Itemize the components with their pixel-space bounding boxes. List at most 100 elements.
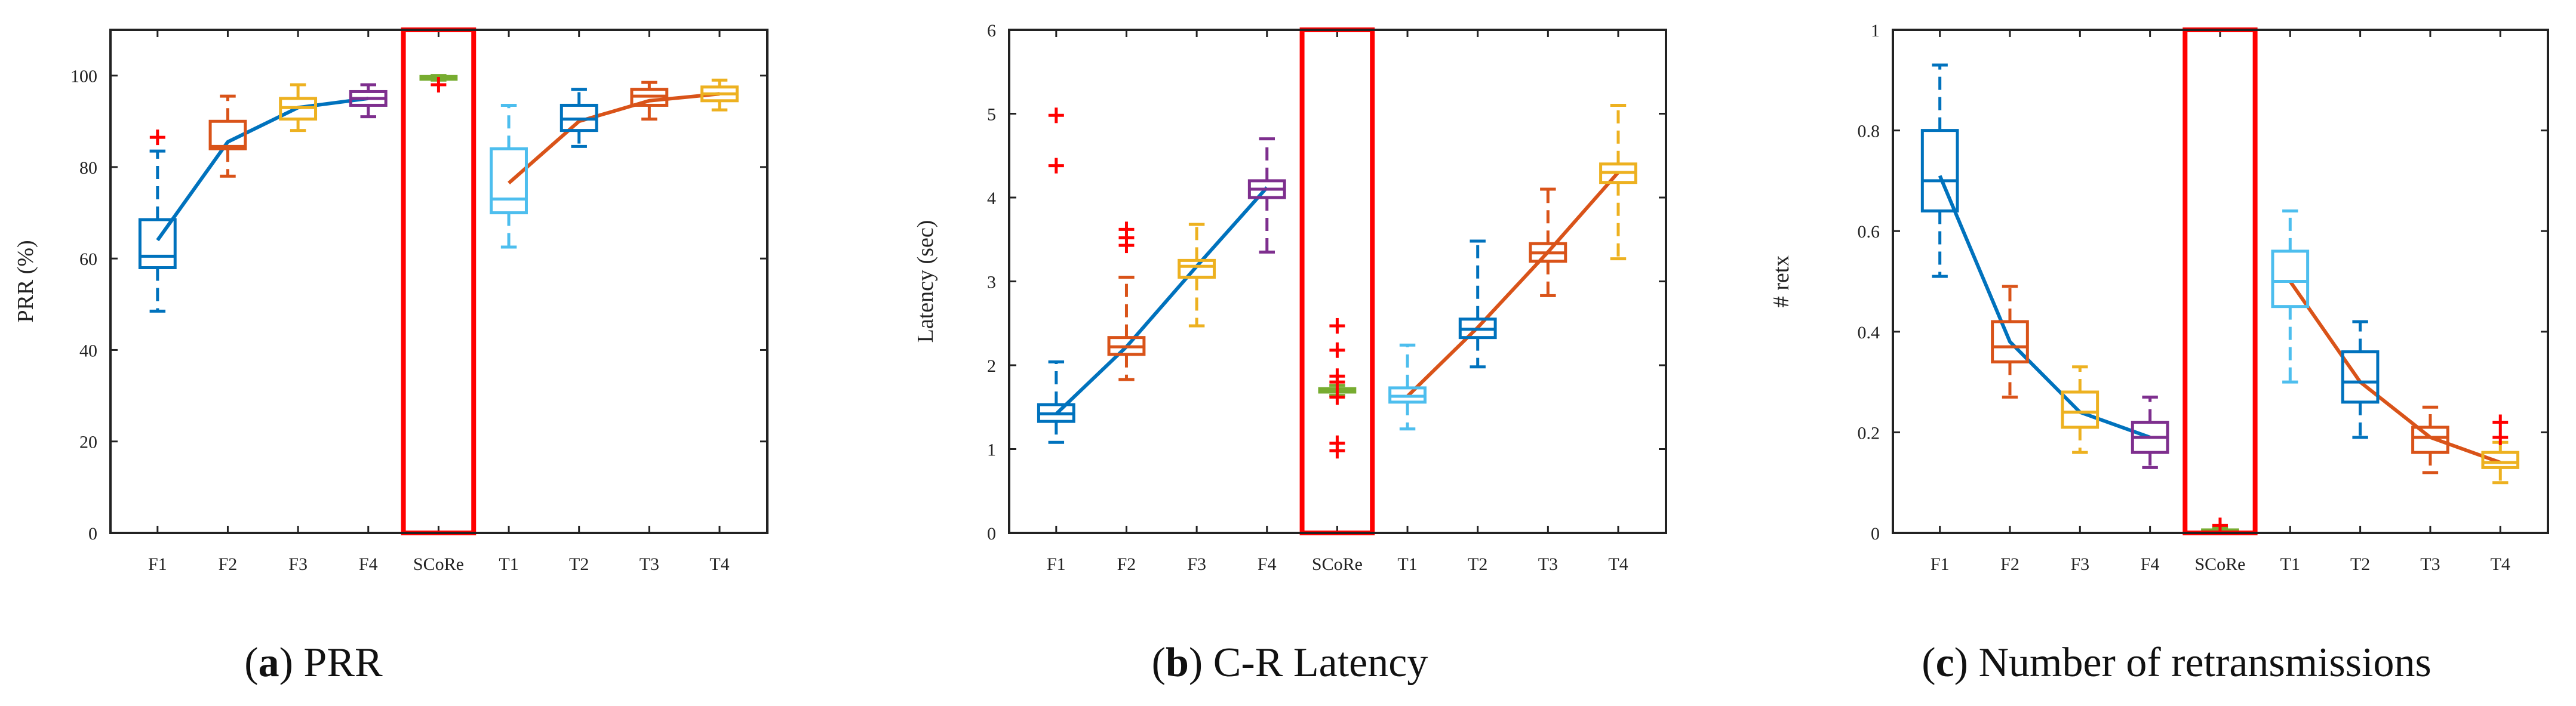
iqr-box — [2271, 249, 2310, 309]
outlier-marker — [1048, 107, 1064, 124]
x-tick-label-t1: T1 — [2280, 554, 2300, 574]
caption-b-text: C-R Latency — [1213, 640, 1428, 686]
x-tick-label-score: SCoRe — [1312, 554, 1363, 574]
x-tick-label-f2: F2 — [219, 554, 238, 574]
iqr-box — [1991, 320, 2029, 363]
box-f4 — [1247, 137, 1286, 254]
box-t2 — [2341, 320, 2380, 439]
x-tick-label-f3: F3 — [2070, 554, 2089, 574]
axes-frame — [1008, 29, 1667, 534]
box-score — [419, 74, 458, 93]
y-axis-label: PRR (%) — [13, 240, 38, 322]
outlier-marker — [1329, 342, 1345, 358]
y-tick-label: 0 — [987, 524, 996, 544]
x-tick-label-t3: T3 — [2420, 554, 2440, 574]
box-t3 — [2411, 405, 2449, 474]
trend-line-t-trend — [2288, 280, 2501, 464]
x-tick-label-t3: T3 — [1538, 554, 1558, 574]
panel-c-retransmissions: 0 0.2 0.4 0.6 0.8 1 F1 F2 F3 F4 SCoRe T1 T2 T3 T4 # ret… — [1769, 21, 2549, 574]
axes-frame — [1892, 29, 2549, 534]
outlier-marker — [1329, 368, 1345, 384]
y-tick-label: 1 — [987, 440, 996, 460]
x-tick-label-f1: F1 — [1047, 554, 1066, 574]
box-f2 — [1991, 285, 2029, 399]
box-f1 — [138, 130, 177, 313]
y-tick-label: 2 — [987, 356, 996, 376]
y-tick-label: 0.2 — [1858, 423, 1880, 443]
y-tick-label: 0.8 — [1858, 122, 1880, 141]
box-t4 — [700, 78, 739, 112]
iqr-box — [2481, 451, 2520, 469]
box-t2 — [560, 88, 598, 148]
caption-a-letter: a — [259, 640, 279, 686]
trend-line-t-trend — [508, 92, 720, 184]
box-f4 — [2131, 395, 2169, 469]
y-tick-label: 40 — [79, 341, 97, 360]
score-highlight-frame — [401, 27, 477, 535]
y-axis-label: # retx — [1769, 255, 1794, 308]
panel-a-prr: 0 20 40 60 80 100 F1 F2 F3 F4 SCoRe T1 T2 T3 T4 PRR (%) — [13, 27, 769, 574]
x-tick-label-f4: F4 — [359, 554, 378, 574]
outlier-marker — [2492, 429, 2509, 445]
trend-line-t-trend — [1406, 171, 1620, 398]
outlier-marker — [2492, 414, 2509, 430]
outlier-marker — [1329, 435, 1345, 451]
caption-b-letter: b — [1166, 640, 1189, 686]
x-tick-label-t3: T3 — [640, 554, 659, 574]
x-tick-label-score: SCoRe — [413, 554, 464, 574]
box-f1 — [1037, 107, 1075, 444]
iqr-box — [138, 218, 177, 270]
box-t3 — [630, 81, 669, 121]
x-tick-label-t2: T2 — [569, 554, 589, 574]
x-tick-label-t1: T1 — [1397, 554, 1417, 574]
x-tick-label-t4: T4 — [1608, 554, 1628, 574]
x-tick-label-f3: F3 — [1187, 554, 1206, 574]
y-tick-label: 20 — [79, 433, 97, 452]
trend-line-f-trend — [156, 96, 369, 242]
box-t4 — [2481, 414, 2520, 485]
x-tick-label-f2: F2 — [1117, 554, 1136, 574]
score-highlight-frame — [2182, 27, 2258, 535]
x-tick-label-f3: F3 — [288, 554, 308, 574]
box-t1 — [2271, 209, 2310, 384]
iqr-box — [2341, 350, 2380, 404]
iqr-box — [2061, 390, 2099, 429]
y-tick-label: 4 — [987, 189, 996, 208]
box-f2 — [208, 94, 247, 178]
y-tick-label: 3 — [987, 273, 996, 292]
y-tick-label: 80 — [79, 158, 97, 178]
x-tick-label-t4: T4 — [2491, 554, 2510, 574]
x-tick-label-t2: T2 — [2350, 554, 2370, 574]
x-tick-label-f1: F1 — [1931, 554, 1950, 574]
y-tick-label: 6 — [987, 21, 996, 41]
y-axis-label: Latency (sec) — [913, 220, 938, 343]
caption-a-text: PRR — [303, 640, 383, 686]
y-tick-label: 1 — [1871, 21, 1880, 41]
iqr-box — [208, 119, 247, 150]
caption-c-letter: c — [1936, 640, 1954, 686]
box-f4 — [349, 83, 388, 119]
box-t3 — [1529, 187, 1567, 297]
caption-a: (a) PRR — [244, 640, 383, 686]
box-f2 — [1107, 221, 1146, 381]
y-tick-label: 0.6 — [1858, 222, 1880, 242]
x-tick-label-score: SCoRe — [2194, 554, 2245, 574]
outlier-marker — [1048, 158, 1064, 174]
iqr-box — [490, 147, 528, 215]
box-score — [1318, 317, 1357, 459]
x-tick-label-f4: F4 — [2141, 554, 2160, 574]
box-t1 — [490, 103, 528, 249]
axes-frame — [109, 29, 769, 534]
box-f3 — [279, 83, 318, 132]
y-tick-label: 5 — [987, 105, 996, 125]
box-t4 — [1599, 103, 1637, 261]
iqr-box — [1920, 129, 1959, 212]
iqr-box — [2411, 426, 2449, 454]
x-tick-label-t2: T2 — [1468, 554, 1487, 574]
panel-b-latency: 0 1 2 3 4 5 6 F1 F2 F3 F4 SCoRe T1 T2 T3 T4 Latency (sec… — [913, 21, 1667, 574]
trend-line-f-trend — [1055, 186, 1269, 415]
iqr-box — [1178, 258, 1216, 279]
caption-b: (b) C-R Latency — [1152, 640, 1428, 686]
outlier-marker — [149, 130, 165, 146]
